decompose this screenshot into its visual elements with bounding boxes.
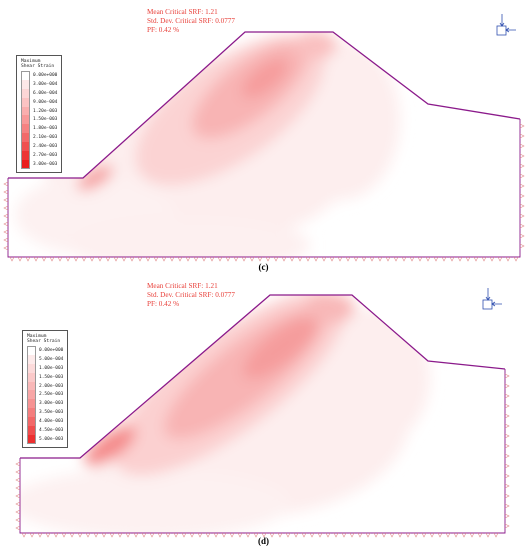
probability-failure-text: PF: 0.42 % [147,26,180,35]
legend-swatch [21,97,30,107]
legend-entry: 3.00e-004 [21,79,58,89]
legend-label: 2.00e-003 [39,383,64,389]
legend-entry: 4.50e-003 [27,426,63,435]
legend-label: 3.00e-004 [33,81,58,87]
right-supports-d [504,373,510,529]
legend-swatch [21,124,30,134]
legend-swatch [21,115,30,125]
legend-swatch [21,133,30,143]
legend-entry: 1.50e-003 [21,115,58,125]
legend-label: 0.00e+000 [39,347,64,353]
mean-srf-text: Mean Critical SRF: 1.21 [147,282,218,290]
legend-swatch [21,88,30,98]
legend-swatch [21,159,30,169]
legend-label: 1.00e-003 [39,365,64,371]
legend-swatch [27,399,36,409]
legend-label: 2.50e-003 [39,392,64,398]
legend-entry: 3.50e-003 [27,408,64,418]
std-dev-srf-text: Std. Dev. Critical SRF: 0.0777 [147,17,235,26]
legend-swatch [21,79,30,89]
left-supports-c [3,181,9,251]
slope-model-c [3,14,525,262]
legend-entry: 2.10e-003 [21,133,58,143]
slope-model-d [15,288,510,538]
slope-surface-d [20,294,506,459]
legend-label: 1.80e-003 [33,126,58,132]
legend-entry: 2.50e-003 [27,390,64,400]
legend-swatch [27,390,36,400]
legend-swatch [27,354,36,364]
legend-d: Maximum Shear Strain 0.00e+000 5.00e-004 1… [22,330,69,448]
caption-d: (d) [258,536,269,546]
legend-swatch [21,106,30,116]
legend-label: 9.00e-004 [33,99,58,105]
legend-entry: 9.00e-004 [21,97,58,107]
shear-strain-contours-d [20,295,430,533]
legend-entry: 0.00e+000 [21,71,57,80]
legend-entries-c: 0.00e+000 3.00e-004 6.00e-004 9.00e-004 1.20… [21,71,57,169]
legend-label: 1.20e-003 [33,108,58,114]
legend-swatch [21,142,30,152]
legend-swatch [27,434,36,444]
panel-d: Mean Critical SRF: 1.21 Std. Dev. Critic… [0,278,527,550]
legend-label: 2.10e-003 [33,135,58,141]
legend-c: Maximum Shear Strain 0.00e+000 3.00e-004 6… [16,55,63,173]
legend-entry: 1.20e-003 [21,106,58,116]
legend-entry: 2.40e-003 [21,142,58,152]
legend-entry: 5.00e-004 [27,354,64,364]
legend-label: 0.00e+000 [33,72,58,78]
legend-entry: 4.00e-003 [27,417,64,427]
std-dev-srf-text: Std. Dev. Critical SRF: 0.0777 [147,291,235,300]
legend-label: 1.50e-003 [33,117,58,123]
legend-label: 5.00e-003 [39,436,64,442]
legend-label: 3.50e-003 [39,410,64,416]
legend-label: 3.00e-003 [39,401,64,407]
legend-label: 4.00e-003 [39,419,64,425]
bottom-supports-d [21,532,499,538]
srf-stats-c: Mean Critical SRF: 1.21 Std. Dev. Critic… [147,8,235,36]
legend-label: 1.50e-003 [39,374,64,380]
legend-entry: 5.00e-003 [27,434,64,444]
legend-label: 2.70e-003 [33,152,58,158]
bottom-supports-c [9,256,519,262]
legend-entry: 2.00e-003 [27,381,64,391]
legend-swatch [21,151,30,160]
legend-label: 4.50e-003 [39,427,64,433]
legend-entry: 2.70e-003 [21,151,57,160]
model-boundary-d [19,369,506,534]
legend-label: 2.40e-003 [33,144,58,150]
legend-title: Maximum Shear Strain [21,59,55,69]
slope-surface-c [8,31,521,179]
legend-entry: 3.00e-003 [27,399,64,409]
legend-entry: 1.80e-003 [21,124,58,134]
legend-swatch [27,408,36,418]
axis-triad-icon [482,288,502,310]
mean-srf-text: Mean Critical SRF: 1.21 [147,8,218,16]
legend-label: 5.00e-004 [39,356,64,362]
right-supports-c [519,123,525,249]
legend-swatch [27,372,36,382]
legend-swatch [27,417,36,427]
legend-title: Maximum Shear Strain [27,334,61,344]
legend-swatch [27,363,36,373]
legend-entry: 1.50e-003 [27,372,64,382]
shear-strain-contours-c [15,32,400,257]
legend-swatch [27,426,36,435]
caption-c: (c) [258,262,269,272]
legend-entry: 0.00e+000 [27,346,63,355]
axis-triad-icon [496,14,516,36]
probability-failure-text: PF: 0.42 % [147,300,180,309]
legend-swatch [27,346,36,355]
legend-swatch [27,381,36,391]
left-supports-d [15,461,21,531]
legend-label: 3.00e-003 [33,161,58,167]
legend-entry: 1.00e-003 [27,363,64,373]
srf-stats-d: Mean Critical SRF: 1.21 Std. Dev. Critic… [147,282,235,310]
panel-c: Mean Critical SRF: 1.21 Std. Dev. Critic… [3,8,525,272]
legend-swatch [21,71,30,80]
legend-entry: 3.00e-003 [21,159,58,169]
legend-label: 6.00e-004 [33,90,58,96]
legend-entry: 6.00e-004 [21,88,58,98]
legend-entries-d: 0.00e+000 5.00e-004 1.00e-003 1.50e-003 2.00… [27,346,63,444]
